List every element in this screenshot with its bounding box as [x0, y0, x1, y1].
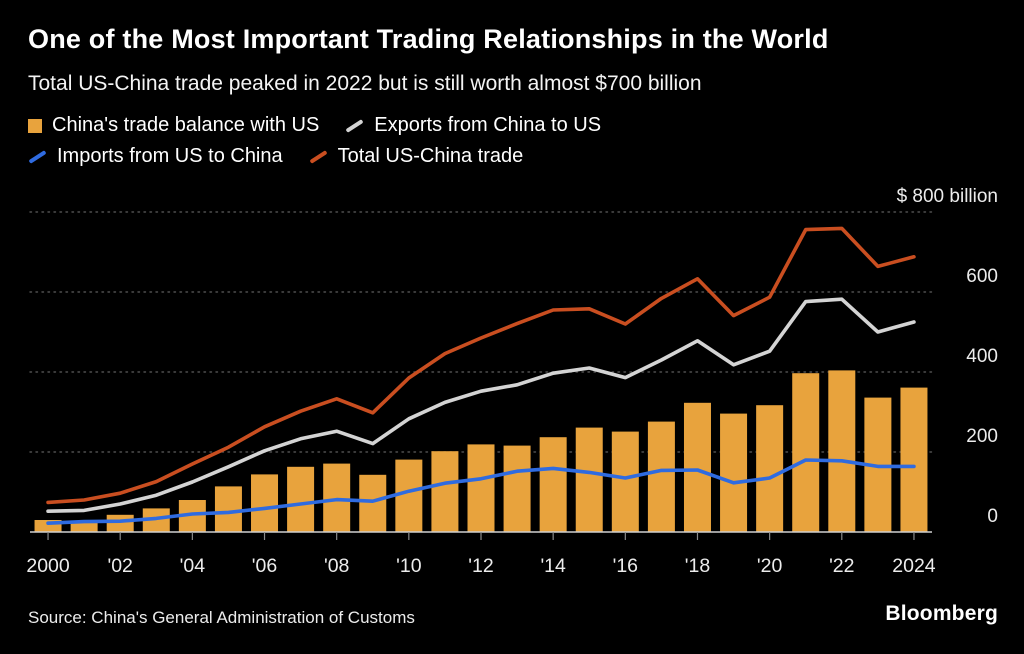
bar-2006 — [251, 474, 279, 532]
line-series — [46, 297, 916, 514]
bar-2022 — [828, 370, 856, 532]
x-axis-label: 2024 — [892, 555, 936, 577]
x-axis-label: 2000 — [26, 555, 70, 577]
legend-label-exports: Exports from China to US — [374, 114, 602, 136]
y-axis-label: 600 — [966, 266, 998, 287]
exports-from-china-to-us-line — [46, 297, 916, 514]
x-axis-label: '04 — [180, 555, 206, 577]
source-note: Source: China's General Administration o… — [28, 608, 415, 627]
line-series — [46, 226, 916, 505]
line-series — [46, 458, 916, 526]
bar-2012 — [467, 444, 495, 532]
bar-2018 — [683, 402, 711, 532]
x-axis-labels: 2000 '02 '04 '06 '08 '10 '12 '14 '16 '18 '20 '22 202… — [26, 555, 935, 577]
x-axis-label: '08 — [324, 555, 349, 577]
bar-2019 — [720, 413, 748, 532]
y-axis-label: 200 — [966, 426, 998, 447]
bar-2008 — [323, 463, 351, 532]
x-axis-label: '06 — [252, 555, 277, 577]
bar-2001 — [70, 520, 98, 532]
x-axis-label: '22 — [829, 555, 854, 577]
bar-2010 — [395, 459, 423, 532]
legend-row-2: Imports from US to China Total US-China … — [28, 145, 601, 168]
bar-2021 — [792, 373, 820, 532]
bar-2024 — [900, 387, 928, 532]
x-axis-label: '14 — [540, 555, 566, 577]
bar-2009 — [359, 474, 387, 532]
bar-2011 — [431, 451, 459, 532]
legend-row-1: China's trade balance with US Exports fr… — [28, 114, 601, 137]
legend-item-trade-balance: China's trade balance with US — [28, 114, 319, 137]
page-title: One of the Most Important Trading Relati… — [28, 24, 829, 54]
legend-label-total-trade: Total US-China trade — [337, 145, 524, 167]
bar-swatch-icon — [28, 118, 42, 133]
bar-2014 — [539, 437, 567, 532]
x-axis-label: '20 — [757, 555, 783, 577]
bar-2016 — [611, 431, 639, 532]
x-axis-label: '12 — [468, 555, 493, 577]
bar-2015 — [575, 427, 603, 532]
legend-item-exports: Exports from China to US — [345, 114, 601, 137]
legend-item-total-trade: Total US-China trade — [309, 145, 524, 168]
bloomberg-logo: Bloomberg — [885, 602, 998, 625]
bar-2020 — [756, 405, 784, 532]
bar-2005 — [214, 486, 242, 532]
chart-subtitle: Total US-China trade peaked in 2022 but … — [28, 72, 702, 95]
legend: China's trade balance with US Exports fr… — [28, 114, 601, 168]
y-axis-label: 0 — [987, 506, 998, 527]
x-axis-ticks — [47, 532, 915, 540]
bar-2017 — [647, 421, 675, 532]
trade-balance-bars — [34, 370, 928, 532]
total-us-china-trade-line — [46, 226, 916, 505]
bar-2007 — [287, 466, 315, 532]
x-axis-label: '18 — [685, 555, 710, 577]
imports-from-us-to-china-line — [46, 458, 916, 526]
y-axis-label: 400 — [966, 346, 998, 367]
legend-label-imports: Imports from US to China — [57, 145, 283, 167]
legend-label-trade-balance: China's trade balance with US — [52, 114, 320, 136]
x-axis-label: '02 — [107, 555, 132, 577]
bar-2013 — [503, 445, 531, 532]
y-axis-labels: 0 200 400 600 $ 800 billion — [897, 186, 998, 527]
x-axis-label: '16 — [613, 555, 638, 577]
y-axis-label: $ 800 billion — [897, 186, 998, 207]
x-axis-label: '10 — [396, 555, 422, 577]
bar-2002 — [106, 514, 134, 532]
legend-item-imports: Imports from US to China — [28, 145, 283, 168]
